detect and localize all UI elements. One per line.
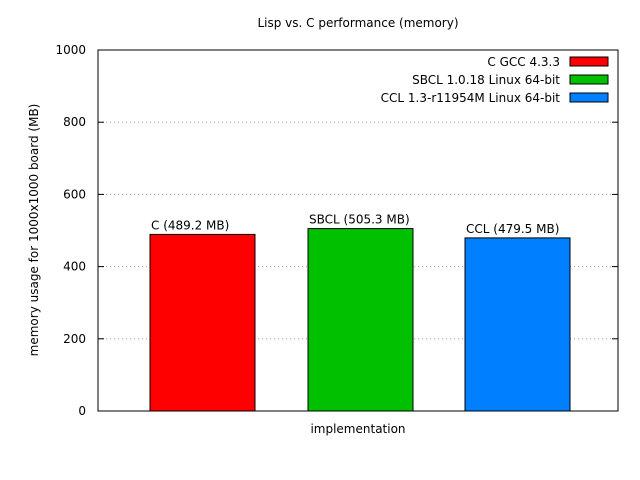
- legend-swatch: [569, 74, 609, 85]
- bar: [307, 228, 414, 412]
- y-tick-label: 1000: [55, 43, 86, 57]
- chart-title: Lisp vs. C performance (memory): [257, 16, 458, 30]
- y-tick-label: 200: [63, 332, 86, 346]
- legend: C GCC 4.3.3 SBCL 1.0.18 Linux 64-bit CCL 1…: [381, 55, 609, 105]
- legend-entry-label: SBCL 1.0.18 Linux 64-bit: [412, 73, 560, 87]
- y-axis-label: memory usage for 1000x1000 board (MB): [27, 104, 41, 357]
- bar: [464, 237, 571, 412]
- y-ticks: 0 200 400 600 800 1000: [55, 43, 618, 418]
- legend-entry-label: C GCC 4.3.3: [487, 55, 560, 69]
- legend-entry-label: CCL 1.3-r11954M Linux 64-bit: [381, 91, 561, 105]
- bar-labels: C (489.2 MB) SBCL (505.3 MB) CCL (479.5 MB…: [151, 213, 559, 236]
- y-tick-label: 400: [63, 260, 86, 274]
- y-tick-label: 800: [63, 115, 86, 129]
- bar: [149, 233, 256, 412]
- bar-data-label: SBCL (505.3 MB): [309, 213, 410, 227]
- plot-frame: [97, 49, 619, 412]
- bar-data-label: CCL (479.5 MB): [466, 222, 559, 236]
- y-tick-label: 600: [63, 187, 86, 201]
- bars: [149, 228, 571, 412]
- y-tick-label: 0: [78, 404, 86, 418]
- bar-data-label: C (489.2 MB): [151, 218, 229, 232]
- legend-swatch: [569, 56, 609, 67]
- legend-swatch: [569, 92, 609, 103]
- x-axis-label: implementation: [310, 422, 405, 436]
